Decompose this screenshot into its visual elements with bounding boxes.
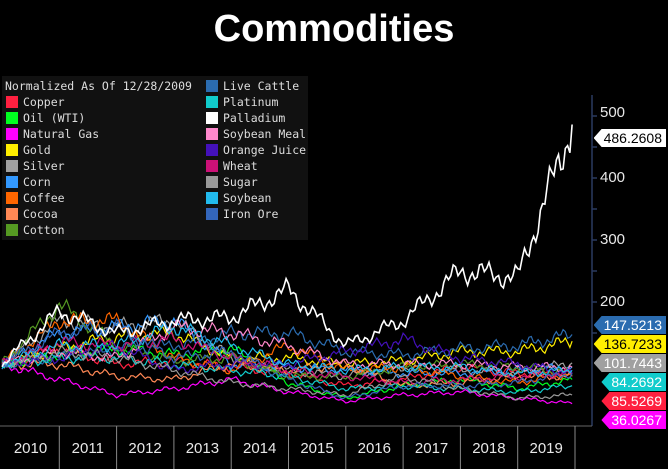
- legend-item: Wheat: [202, 158, 306, 174]
- legend-swatch: [206, 192, 218, 204]
- legend-label: Palladium: [223, 111, 286, 125]
- x-tick-label: 2019: [529, 440, 563, 457]
- legend-item: Natural Gas: [2, 126, 192, 142]
- series-line-sugar: [1, 344, 573, 401]
- legend-item: Iron Ore: [202, 206, 306, 222]
- chart-title: Commodities: [213, 8, 455, 50]
- legend-item: Soybean: [202, 190, 306, 206]
- legend-label: Silver: [23, 159, 65, 173]
- legend-label: Cotton: [23, 223, 65, 237]
- x-tick-label: 2010: [13, 440, 48, 457]
- legend-item: Orange Juice: [202, 142, 306, 158]
- legend-swatch: [206, 112, 218, 124]
- series-line-coffee: [1, 311, 573, 386]
- series-line-silver: [1, 313, 573, 381]
- last-value-label: 85.5269: [601, 392, 666, 410]
- legend-swatch: [206, 208, 218, 220]
- y-tick-label: 400: [600, 169, 626, 186]
- series-line-gold: [1, 324, 573, 371]
- legend-label: Live Cattle: [223, 79, 300, 93]
- legend-swatch: [206, 160, 218, 172]
- legend-item: Cocoa: [2, 206, 192, 222]
- legend-swatch: [206, 144, 218, 156]
- legend-item: Soybean Meal: [202, 126, 306, 142]
- legend: Normalized As Of 12/28/2009 Copper Oil (W…: [2, 76, 308, 240]
- series-line-orange-juice: [1, 332, 573, 377]
- x-tick-label: 2016: [357, 440, 391, 457]
- legend-label: Orange Juice: [223, 143, 307, 157]
- legend-item: Silver: [2, 158, 192, 174]
- last-value-label: 486.2608: [593, 129, 666, 147]
- x-tick-label: 2011: [71, 440, 104, 457]
- legend-item: Coffee: [2, 190, 192, 206]
- legend-swatch: [6, 96, 18, 108]
- legend-column-right: Live Cattle Platinum Palladium Soybean Meal…: [202, 78, 306, 222]
- legend-item: Cotton: [2, 222, 192, 238]
- last-value-label: 147.5213: [593, 316, 666, 334]
- series-line-palladium: [1, 124, 573, 368]
- x-tick-label: 2017: [414, 440, 449, 457]
- legend-label: Corn: [23, 175, 51, 189]
- legend-label: Copper: [23, 95, 65, 109]
- legend-swatch: [6, 192, 18, 204]
- legend-label: Soybean Meal: [223, 127, 307, 141]
- y-tick-label: 500: [600, 104, 626, 121]
- last-value-label: 84.2692: [601, 373, 666, 391]
- legend-swatch: [206, 80, 218, 92]
- legend-swatch: [206, 176, 218, 188]
- y-tick-label: 300: [600, 231, 626, 248]
- legend-item: Oil (WTI): [2, 110, 192, 126]
- legend-item: Palladium: [202, 110, 306, 126]
- last-value-label: 101.7443: [593, 354, 666, 372]
- legend-label: Natural Gas: [23, 127, 100, 141]
- x-tick-label: 2018: [472, 440, 506, 457]
- x-tick-label: 2014: [243, 440, 277, 457]
- legend-swatch: [6, 176, 18, 188]
- series-line-soybean: [1, 322, 573, 378]
- legend-swatch: [6, 160, 18, 172]
- legend-label: Cocoa: [23, 207, 58, 221]
- legend-item: Gold: [2, 142, 192, 158]
- legend-item: Platinum: [202, 94, 306, 110]
- legend-column-left: Normalized As Of 12/28/2009 Copper Oil (W…: [2, 78, 192, 238]
- legend-swatch: [6, 224, 18, 236]
- series-line-iron-ore: [1, 317, 573, 400]
- legend-swatch: [6, 144, 18, 156]
- last-value-label: 36.0267: [601, 411, 666, 429]
- legend-title: Normalized As Of 12/28/2009: [5, 79, 192, 93]
- x-tick-label: 2015: [300, 440, 334, 457]
- last-value-label: 136.7233: [593, 335, 666, 353]
- legend-item: Sugar: [202, 174, 306, 190]
- legend-label: Wheat: [223, 159, 258, 173]
- legend-swatch: [6, 112, 18, 124]
- legend-item: Corn: [2, 174, 192, 190]
- legend-swatch: [6, 128, 18, 140]
- legend-item: Copper: [2, 94, 192, 110]
- series-line-wheat: [1, 331, 573, 387]
- legend-item: Live Cattle: [202, 78, 306, 94]
- legend-label: Platinum: [223, 95, 279, 109]
- legend-label: Coffee: [23, 191, 65, 205]
- legend-label: Gold: [23, 143, 51, 157]
- legend-swatch: [6, 208, 18, 220]
- legend-swatch: [206, 96, 218, 108]
- legend-label: Oil (WTI): [23, 111, 86, 125]
- x-tick-label: 2013: [185, 440, 220, 457]
- series-line-soybean-meal: [1, 319, 573, 373]
- series-line-natural-gas: [1, 361, 573, 405]
- legend-swatch: [206, 128, 218, 140]
- legend-label: Iron Ore: [223, 207, 279, 221]
- legend-label: Soybean: [223, 191, 272, 205]
- legend-label: Sugar: [223, 175, 258, 189]
- y-tick-label: 200: [600, 293, 626, 310]
- x-tick-label: 2012: [128, 440, 162, 457]
